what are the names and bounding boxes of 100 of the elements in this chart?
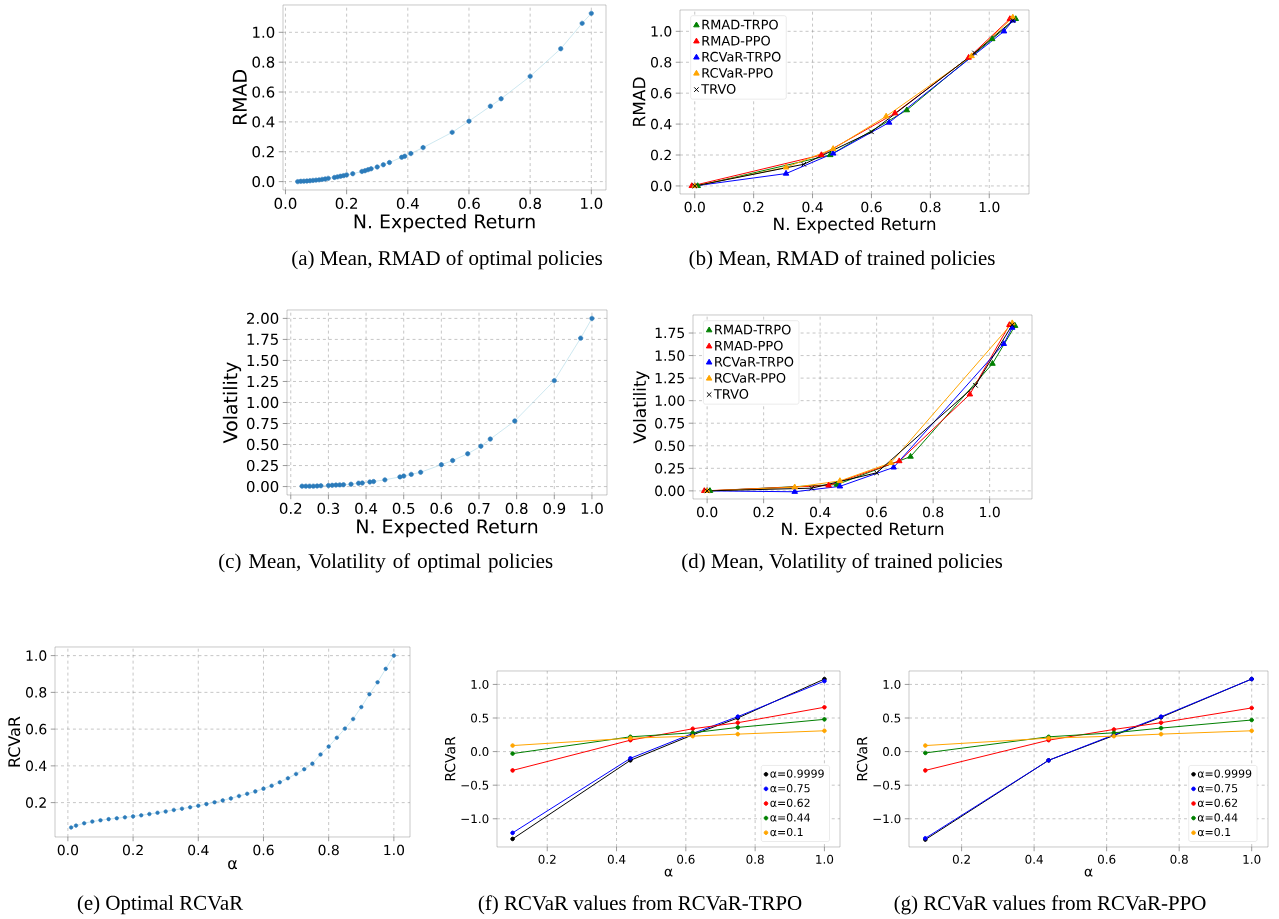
y-axis-title: RCVaR bbox=[444, 736, 456, 781]
x-tick-label: 0.7 bbox=[468, 502, 490, 515]
y-tick-label: 1.75 bbox=[655, 327, 685, 339]
y-tick-label: −1.0 bbox=[461, 814, 489, 824]
y-tick-label: 1.00 bbox=[655, 395, 685, 406]
text: (e) Optimal RCVaR bbox=[77, 895, 244, 915]
legend-label: α=0.62 bbox=[1197, 798, 1238, 807]
x-tick-label: 0.2 bbox=[538, 854, 556, 864]
x-axis-title: α bbox=[664, 868, 673, 877]
x-tick-label: 0.2 bbox=[335, 197, 358, 210]
y-tick-label: 0.2 bbox=[25, 797, 46, 808]
x-tick-label: 0.0 bbox=[274, 197, 297, 210]
legend-label: RCVaR-TRPO bbox=[715, 356, 794, 367]
y-axis-title: RMAD bbox=[232, 70, 247, 125]
text: (c) Mean, Volatility of optimal policies bbox=[219, 553, 553, 573]
y-tick-label: −1.0 bbox=[873, 814, 901, 824]
y-tick-label: 0.25 bbox=[655, 463, 685, 474]
legend-label: α=0.9999 bbox=[770, 769, 824, 778]
y-tick-label: 0.0 bbox=[252, 175, 275, 188]
x-tick-label: 0.6 bbox=[861, 201, 882, 213]
x-tick-label: 0.3 bbox=[317, 502, 340, 515]
x-tick-label: 0.8 bbox=[1170, 854, 1188, 864]
x-tick-label: 0.5 bbox=[392, 502, 415, 515]
y-tick-label: 0.4 bbox=[252, 116, 275, 128]
x-tick-label: 1.0 bbox=[581, 502, 603, 515]
y-tick-label: −0.5 bbox=[873, 780, 901, 790]
x-tick-label: 0.4 bbox=[607, 854, 626, 864]
y-tick-label: 0.00 bbox=[246, 480, 279, 493]
x-tick-label: 1.0 bbox=[581, 197, 603, 210]
text: (d) Mean, Volatility of trained policies bbox=[682, 553, 1003, 573]
x-tick-label: 0.2 bbox=[279, 502, 302, 515]
legend-label: RMAD-PPO bbox=[702, 35, 770, 46]
x-tick-label: 1.0 bbox=[979, 201, 1000, 213]
x-tick-label: 0.4 bbox=[1025, 854, 1043, 864]
x-tick-label: 0.8 bbox=[505, 502, 528, 515]
legend-label: RMAD-TRPO bbox=[715, 324, 791, 335]
y-tick-label: 0.0 bbox=[471, 747, 489, 757]
x-tick-label: 0.4 bbox=[802, 201, 823, 213]
x-tick-label: 0.6 bbox=[430, 502, 453, 515]
x-tick-label: 0.4 bbox=[809, 506, 831, 518]
y-tick-label: 2.00 bbox=[247, 312, 279, 325]
text: (f) RCVaR values from RCVaR-TRPO bbox=[478, 895, 802, 915]
y-tick-label: 1.0 bbox=[883, 679, 901, 689]
y-tick-label: 1.25 bbox=[655, 372, 685, 384]
x-tick-label: 0.4 bbox=[396, 197, 419, 210]
x-tick-label: 1.0 bbox=[980, 506, 1000, 518]
x-tick-label: 0.6 bbox=[1097, 854, 1116, 864]
y-tick-label: 0.5 bbox=[883, 713, 901, 723]
y-tick-label: 0.00 bbox=[655, 485, 685, 497]
x-tick-label: 0.6 bbox=[677, 854, 695, 864]
x-tick-label: 0.0 bbox=[696, 506, 718, 518]
x-tick-label: 0.9 bbox=[543, 502, 566, 515]
x-axis-title: α bbox=[228, 860, 238, 870]
y-tick-label: 0.8 bbox=[25, 687, 47, 698]
x-tick-label: 1.0 bbox=[384, 844, 405, 856]
x-tick-label: 0.8 bbox=[318, 844, 339, 856]
y-tick-label: 0.0 bbox=[650, 180, 672, 192]
y-tick-label: 1.0 bbox=[26, 650, 47, 661]
y-tick-label: 1.75 bbox=[247, 333, 278, 345]
x-tick-label: 0.2 bbox=[753, 506, 774, 518]
x-tick-label: 0.8 bbox=[922, 506, 944, 518]
legend-label: TRVO bbox=[713, 389, 749, 399]
legend-label: RCVaR-TRPO bbox=[702, 51, 781, 62]
text: (b) Mean, RMAD of trained policies bbox=[689, 250, 995, 270]
y-tick-label: 0.50 bbox=[246, 438, 279, 451]
legend-label: RCVaR-PPO bbox=[715, 372, 786, 383]
legend-label: α=0.9999 bbox=[1197, 769, 1252, 778]
x-tick-label: 0.4 bbox=[188, 844, 209, 856]
x-axis-title: N. Expected Return bbox=[354, 213, 535, 233]
x-tick-label: 0.2 bbox=[743, 201, 764, 213]
y-axis-title: RCVaR bbox=[856, 736, 868, 781]
text: (g) RCVaR values from RCVaR-PPO bbox=[894, 895, 1206, 915]
legend-label: α=0.62 bbox=[770, 798, 810, 807]
x-axis-title: N. Expected Return bbox=[774, 217, 936, 234]
y-axis-title: RMAD bbox=[632, 77, 646, 126]
x-tick-label: 0.0 bbox=[684, 201, 705, 213]
legend-label: α=0.75 bbox=[770, 784, 810, 793]
y-tick-label: 1.50 bbox=[247, 354, 279, 367]
y-axis-title: Volatility bbox=[632, 370, 650, 444]
legend-label: α=0.44 bbox=[770, 813, 810, 822]
x-tick-label: 1.0 bbox=[816, 854, 834, 864]
legend-label: α=0.1 bbox=[1197, 827, 1231, 837]
y-tick-label: 0.4 bbox=[25, 760, 47, 772]
legend-label: TRVO bbox=[701, 84, 736, 94]
x-axis-title: α bbox=[1084, 868, 1093, 877]
y-tick-label: 0.25 bbox=[246, 459, 278, 472]
x-tick-label: 0.8 bbox=[746, 854, 764, 864]
y-tick-label: 1.50 bbox=[655, 350, 685, 361]
x-tick-label: 0.8 bbox=[519, 197, 542, 210]
y-tick-label: 1.00 bbox=[247, 396, 279, 409]
y-axis-title: Volatility bbox=[222, 362, 242, 444]
legend-label: α=0.75 bbox=[1197, 784, 1238, 793]
y-tick-label: 0.5 bbox=[471, 713, 489, 723]
x-axis-title: N. Expected Return bbox=[357, 518, 538, 538]
y-tick-label: 0.8 bbox=[252, 56, 275, 68]
y-tick-label: 1.0 bbox=[651, 26, 672, 37]
y-tick-label: 0.2 bbox=[650, 149, 671, 161]
y-tick-label: 0.75 bbox=[246, 417, 278, 430]
y-tick-label: 0.75 bbox=[655, 417, 685, 429]
y-tick-label: 1.0 bbox=[253, 26, 275, 38]
